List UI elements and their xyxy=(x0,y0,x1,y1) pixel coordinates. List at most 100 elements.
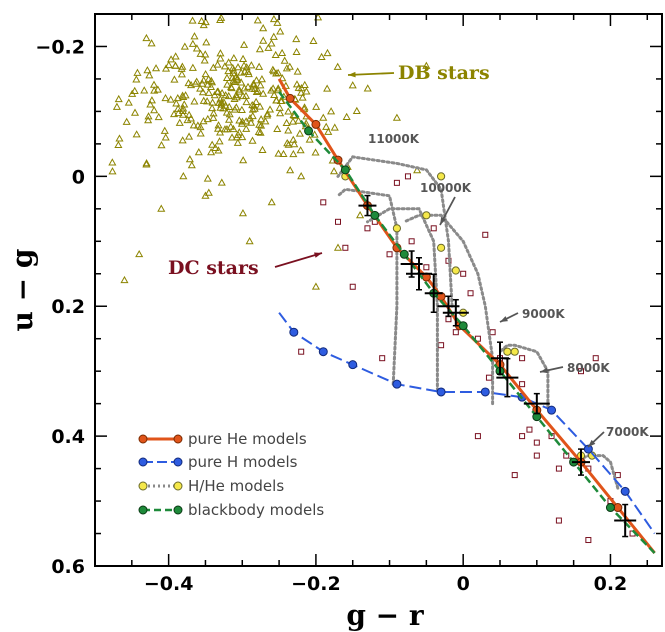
legend-label-he: pure He models xyxy=(188,430,307,448)
annotation-group: DB stars DC stars 11000K 10000K 9000K 80… xyxy=(168,62,649,439)
db-star-point xyxy=(201,50,210,58)
db-star-point xyxy=(171,61,180,69)
db-star-point xyxy=(413,165,422,174)
db-star-point xyxy=(204,88,213,96)
db-star-point xyxy=(188,39,197,47)
db-star-point xyxy=(352,106,361,115)
db-star-point xyxy=(192,44,201,52)
legend-item-hhe: H/He models xyxy=(138,477,284,495)
he-model-point xyxy=(311,119,321,129)
db-star-point xyxy=(179,172,188,180)
db-star-point xyxy=(253,86,263,94)
h-model-point xyxy=(480,387,490,397)
db-star-point xyxy=(230,94,239,102)
db-star-point xyxy=(189,121,198,129)
db-star-point xyxy=(140,86,149,94)
db-star-point xyxy=(207,148,216,156)
db-star-point xyxy=(161,64,171,72)
hhe-model-point xyxy=(587,451,597,460)
db-star-point xyxy=(164,60,173,69)
hhe-curve xyxy=(498,343,550,409)
db-star-point xyxy=(297,172,306,180)
db-star-point xyxy=(274,68,283,76)
db-star-point xyxy=(172,99,181,107)
db-star-point xyxy=(154,112,163,121)
axis-ticks xyxy=(94,13,662,567)
db-star-point xyxy=(170,75,179,83)
db-star-point xyxy=(257,75,266,83)
dc-stars-label: DC stars xyxy=(168,257,259,279)
db-star-point xyxy=(422,61,431,69)
bb-model-point xyxy=(399,249,409,259)
db-star-point xyxy=(142,159,151,167)
db-star-point xyxy=(223,80,232,88)
dc-star-point xyxy=(519,433,526,440)
legend-marker-bb xyxy=(138,505,148,515)
db-star-point xyxy=(268,65,277,73)
db-star-point xyxy=(224,58,233,66)
dc-star-point xyxy=(519,355,526,362)
db-star-point xyxy=(217,178,226,186)
dc-star-point xyxy=(533,452,540,459)
db-star-point xyxy=(202,38,211,46)
legend-marker-h xyxy=(138,457,148,467)
dc-star-point xyxy=(474,335,481,342)
dc-star-point xyxy=(555,465,562,472)
db-stars-series xyxy=(108,13,431,290)
h-model-point xyxy=(392,379,402,389)
he-model-point xyxy=(613,503,623,513)
db-star-point xyxy=(329,167,339,175)
db-star-point xyxy=(224,115,234,123)
db-star-point xyxy=(200,56,209,64)
db-star-point xyxy=(242,97,251,106)
db-star-point xyxy=(228,63,237,72)
db-star-point xyxy=(199,96,208,104)
db-star-point xyxy=(322,122,331,130)
annotation-arrow-head xyxy=(540,367,548,374)
db-star-point xyxy=(114,140,123,149)
db-star-point xyxy=(392,113,401,121)
legend-label-h: pure H models xyxy=(188,453,298,471)
db-star-point xyxy=(222,108,231,116)
db-star-point xyxy=(175,118,184,126)
db-star-point xyxy=(298,93,307,101)
observed-stars-series xyxy=(358,194,637,538)
h-models-line xyxy=(278,312,656,535)
plot-frame xyxy=(94,13,663,567)
db-star-point xyxy=(177,70,186,78)
db-star-point xyxy=(144,116,153,124)
legend-marker-he xyxy=(173,434,183,444)
bb-model-point xyxy=(340,165,350,175)
db-star-point xyxy=(269,32,278,40)
h-model-point xyxy=(318,347,328,357)
db-star-point xyxy=(305,135,314,143)
dc-star-point xyxy=(592,355,599,362)
legend-marker-hhe xyxy=(173,481,183,491)
annotation-arrow-line xyxy=(274,252,323,268)
db-star-point xyxy=(213,124,223,132)
hhe-model-point xyxy=(422,211,431,220)
hhe-model-point xyxy=(436,243,446,252)
legend-marker-hhe xyxy=(138,481,148,491)
db-star-point xyxy=(144,112,153,120)
temp-label-10000k: 10000K xyxy=(420,181,472,195)
db-star-point xyxy=(292,34,301,43)
db-star-point xyxy=(284,140,293,148)
db-star-point xyxy=(240,40,249,48)
legend-marker-bb xyxy=(173,505,183,515)
y-axis-title: u − g xyxy=(6,249,39,332)
db-star-point xyxy=(333,62,342,70)
h-model-point xyxy=(436,387,446,397)
db-star-point xyxy=(235,87,244,95)
h-model-point xyxy=(348,360,358,370)
db-star-point xyxy=(255,45,264,53)
db-star-point xyxy=(229,66,238,74)
db-star-point xyxy=(280,56,289,64)
db-star-point xyxy=(184,78,193,87)
db-star-point xyxy=(252,76,261,84)
db-star-point xyxy=(208,140,217,148)
db-star-point xyxy=(114,94,123,103)
db-star-point xyxy=(230,105,239,113)
dc-star-point xyxy=(578,368,584,375)
